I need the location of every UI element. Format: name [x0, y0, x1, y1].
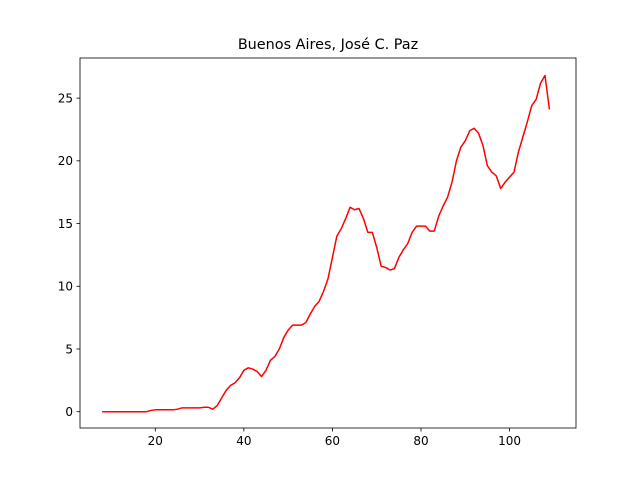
- series-line-0: [102, 74, 551, 413]
- x-axis: 20 40 60 80 100: [148, 428, 521, 448]
- plot-frame: [79, 57, 577, 429]
- x-tick-label: 40: [236, 434, 251, 448]
- y-tick-label: 25: [58, 91, 73, 105]
- chart-title: Buenos Aires, José C. Paz: [238, 37, 418, 53]
- x-tick-label: 100: [498, 434, 521, 448]
- y-tick-label: 5: [65, 342, 73, 356]
- y-tick-label: 15: [58, 217, 73, 231]
- x-tick-label: 20: [148, 434, 163, 448]
- y-tick-label: 0: [65, 405, 73, 419]
- x-tick-label: 60: [325, 434, 340, 448]
- y-tick-label: 10: [58, 280, 73, 294]
- x-tick-label: 80: [413, 434, 428, 448]
- plot-area: [102, 74, 551, 413]
- y-axis: 0 5 10 15 20 25: [58, 91, 80, 419]
- y-tick-label: 20: [58, 154, 73, 168]
